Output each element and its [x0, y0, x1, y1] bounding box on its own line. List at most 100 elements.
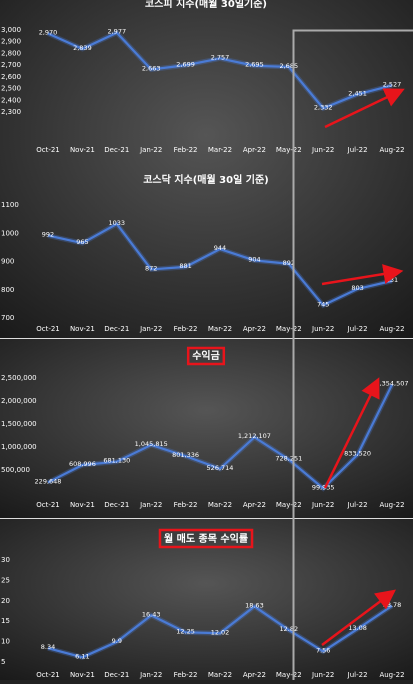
y-tick-label: 2,000,000	[1, 397, 37, 405]
chart-title: 수익금	[192, 350, 220, 362]
x-tick-label: Apr-22	[243, 501, 266, 509]
data-label: 2,970	[39, 29, 58, 37]
data-label: 99,935	[312, 483, 335, 491]
data-label: 2,695	[245, 61, 264, 69]
data-label: 16.43	[142, 610, 161, 618]
y-tick-label: 30	[1, 556, 10, 564]
y-tick-label: 25	[1, 576, 10, 584]
data-label: 833,520	[344, 450, 371, 458]
y-tick-label: 1,500,000	[1, 420, 37, 428]
data-label: 681,130	[103, 457, 130, 465]
data-label: 803	[351, 284, 363, 292]
data-label: 7.56	[316, 646, 330, 654]
y-tick-label: 500,000	[1, 466, 30, 474]
x-tick-label: Dec-21	[104, 671, 129, 679]
x-tick-label: May-22	[276, 671, 302, 679]
x-tick-label: Jan-22	[139, 325, 162, 333]
y-tick-label: 5	[1, 658, 5, 666]
x-tick-label: Jun-22	[311, 501, 334, 509]
data-label: 881	[179, 262, 191, 270]
data-label: 526,714	[207, 464, 234, 472]
x-tick-label: Dec-21	[104, 146, 129, 154]
x-tick-label: Feb-22	[174, 501, 198, 509]
y-tick-label: 2,300	[1, 108, 21, 116]
data-label: 831	[386, 276, 398, 284]
x-tick-label: Jan-22	[139, 671, 162, 679]
data-label: 18.78	[383, 601, 402, 609]
y-tick-label: 20	[1, 597, 10, 605]
data-label: 904	[248, 255, 260, 263]
y-tick-label: 3,000	[1, 26, 21, 34]
y-tick-label: 2,900	[1, 38, 21, 46]
y-tick-label: 15	[1, 617, 10, 625]
chart-title: 코스피 지수(매월 30일기준)	[145, 0, 267, 10]
y-tick-label: 1000	[1, 229, 19, 237]
x-tick-label: Oct-21	[36, 325, 60, 333]
data-label: 2,685	[279, 62, 298, 70]
x-tick-label: Dec-21	[104, 501, 129, 509]
x-tick-label: Aug-22	[379, 501, 404, 509]
data-label: 6.11	[75, 652, 89, 660]
data-label: 2,757	[211, 53, 230, 61]
data-label: 12.02	[211, 628, 230, 636]
data-label: 2,839	[73, 44, 92, 52]
y-tick-label: 2,800	[1, 49, 21, 57]
x-tick-label: Oct-21	[36, 671, 60, 679]
x-tick-label: Nov-21	[70, 146, 95, 154]
x-tick-label: Jul-22	[347, 325, 368, 333]
x-tick-label: Mar-22	[208, 671, 232, 679]
x-tick-label: Feb-22	[174, 325, 198, 333]
data-label: 229,648	[35, 477, 62, 485]
data-label: 801,336	[172, 451, 199, 459]
y-tick-label: 2,600	[1, 73, 21, 81]
data-label: 2,977	[107, 28, 126, 36]
data-label: 8.34	[41, 643, 55, 651]
x-tick-label: Nov-21	[70, 671, 95, 679]
y-tick-label: 2,700	[1, 61, 21, 69]
data-label: 1,045,815	[135, 440, 168, 448]
data-label: 2,332	[314, 103, 333, 111]
data-label: 1,212,107	[238, 432, 271, 440]
data-label: 2,527	[383, 80, 402, 88]
x-tick-label: Jul-22	[347, 146, 368, 154]
data-label: 745	[317, 300, 329, 308]
data-label: 2,663	[142, 64, 161, 72]
x-tick-label: Oct-21	[36, 501, 60, 509]
x-tick-label: Apr-22	[243, 146, 266, 154]
y-tick-label: 2,500,000	[1, 374, 37, 382]
data-label: 12.82	[279, 625, 298, 633]
x-tick-label: Apr-22	[243, 325, 266, 333]
x-tick-label: Mar-22	[208, 501, 232, 509]
data-label: 965	[76, 238, 88, 246]
data-label: 1033	[109, 219, 126, 227]
data-label: 608,996	[69, 460, 96, 468]
y-tick-label: 700	[1, 314, 14, 322]
data-label: 2,354,507	[375, 380, 408, 388]
x-tick-label: Nov-21	[70, 325, 95, 333]
x-tick-label: Jul-22	[347, 501, 368, 509]
x-tick-label: Jan-22	[139, 146, 162, 154]
x-tick-label: Mar-22	[208, 146, 232, 154]
x-tick-label: Feb-22	[174, 146, 198, 154]
data-label: 12.25	[176, 627, 195, 635]
data-label: 728,251	[275, 455, 302, 463]
y-tick-label: 800	[1, 286, 14, 294]
x-tick-label: Dec-21	[104, 325, 129, 333]
x-tick-label: Jul-22	[347, 671, 368, 679]
x-tick-label: Jun-22	[311, 146, 334, 154]
x-tick-label: Feb-22	[174, 671, 198, 679]
x-tick-label: Nov-21	[70, 501, 95, 509]
x-tick-label: Oct-21	[36, 146, 60, 154]
x-tick-label: May-22	[276, 146, 302, 154]
data-label: 9.9	[112, 637, 122, 645]
y-tick-label: 1,000,000	[1, 443, 37, 451]
data-label: 2,451	[348, 89, 367, 97]
y-tick-label: 2,500	[1, 85, 21, 93]
y-tick-label: 1100	[1, 201, 19, 209]
x-tick-label: Apr-22	[243, 671, 266, 679]
data-label: 2,699	[176, 60, 195, 68]
x-tick-label: Jun-22	[311, 671, 334, 679]
data-label: 944	[214, 244, 226, 252]
data-label: 18.63	[245, 601, 264, 609]
